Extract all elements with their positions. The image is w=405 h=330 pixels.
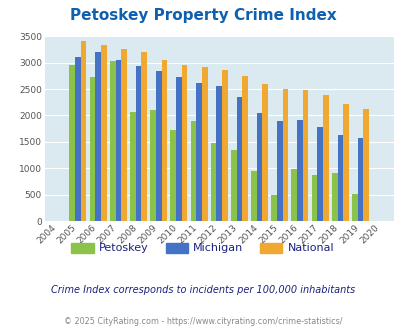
Bar xyxy=(357,138,362,221)
Bar xyxy=(256,113,262,221)
Bar xyxy=(291,169,296,221)
Legend: Petoskey, Michigan, National: Petoskey, Michigan, National xyxy=(67,238,338,258)
Bar xyxy=(156,71,161,221)
Bar xyxy=(161,59,167,221)
Bar xyxy=(130,112,135,221)
Bar xyxy=(362,109,368,221)
Bar xyxy=(196,83,201,221)
Bar xyxy=(176,77,181,221)
Bar xyxy=(190,121,196,221)
Bar xyxy=(181,65,187,221)
Bar xyxy=(121,49,126,221)
Bar xyxy=(342,104,348,221)
Bar xyxy=(276,121,282,221)
Bar xyxy=(75,57,81,221)
Bar xyxy=(242,77,247,221)
Bar xyxy=(311,175,317,221)
Bar xyxy=(201,67,207,221)
Bar xyxy=(302,90,308,221)
Bar xyxy=(296,120,302,221)
Bar xyxy=(331,173,337,221)
Bar xyxy=(69,65,75,221)
Bar xyxy=(337,135,342,221)
Bar xyxy=(222,70,227,221)
Bar xyxy=(216,86,222,221)
Text: © 2025 CityRating.com - https://www.cityrating.com/crime-statistics/: © 2025 CityRating.com - https://www.city… xyxy=(64,317,341,326)
Bar xyxy=(210,143,216,221)
Bar xyxy=(150,110,156,221)
Bar xyxy=(282,89,288,221)
Bar xyxy=(317,127,322,221)
Bar xyxy=(115,60,121,221)
Bar xyxy=(90,78,95,221)
Bar xyxy=(262,84,267,221)
Bar xyxy=(351,194,357,221)
Bar xyxy=(135,66,141,221)
Text: Petoskey Property Crime Index: Petoskey Property Crime Index xyxy=(69,8,336,23)
Bar xyxy=(101,45,107,221)
Bar xyxy=(170,130,176,221)
Bar xyxy=(95,52,101,221)
Bar xyxy=(236,97,242,221)
Bar xyxy=(230,150,236,221)
Bar xyxy=(271,195,276,221)
Bar xyxy=(251,172,256,221)
Bar xyxy=(141,52,147,221)
Bar xyxy=(110,61,115,221)
Bar xyxy=(322,95,328,221)
Bar xyxy=(81,41,86,221)
Text: Crime Index corresponds to incidents per 100,000 inhabitants: Crime Index corresponds to incidents per… xyxy=(51,285,354,295)
